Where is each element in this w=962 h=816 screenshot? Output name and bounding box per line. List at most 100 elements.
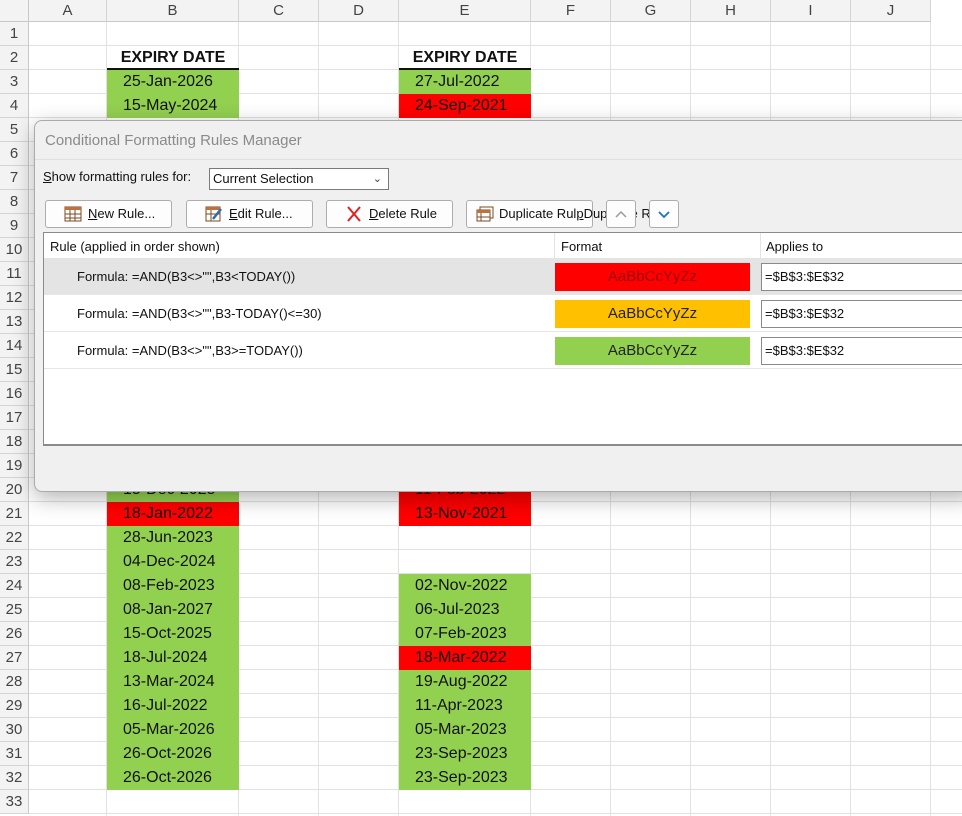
date-cell-b28[interactable]: 13-Mar-2024: [107, 670, 239, 694]
row-header-26[interactable]: 26: [0, 622, 29, 646]
date-cell-e27[interactable]: 18-Mar-2022: [399, 646, 531, 670]
date-cell-b31[interactable]: 26-Oct-2026: [107, 742, 239, 766]
column-divider[interactable]: [554, 233, 555, 259]
duplicate-rule-button[interactable]: Duplicate RulpDuplicate Rule: [466, 200, 668, 228]
row-header-15[interactable]: 15: [0, 358, 29, 382]
row-header-8[interactable]: 8: [0, 190, 29, 214]
applies-to-field[interactable]: =$B$3:$E$32: [761, 263, 962, 291]
move-down-button[interactable]: [649, 200, 679, 228]
column-header-c[interactable]: C: [239, 0, 319, 22]
date-cell-e25[interactable]: 06-Jul-2023: [399, 598, 531, 622]
row-header-10[interactable]: 10: [0, 238, 29, 262]
row-header-29[interactable]: 29: [0, 694, 29, 718]
column-header-a[interactable]: A: [29, 0, 107, 22]
show-rules-dropdown[interactable]: Current Selection ⌄: [209, 168, 389, 190]
format-preview: AaBbCcYyZz: [555, 263, 750, 291]
row-header-9[interactable]: 9: [0, 214, 29, 238]
column-header-h[interactable]: H: [691, 0, 771, 22]
row-header-3[interactable]: 3: [0, 70, 29, 94]
column-header-f[interactable]: F: [531, 0, 611, 22]
date-cell-b24[interactable]: 08-Feb-2023: [107, 574, 239, 598]
edit-rule-button[interactable]: Edit Rule...: [186, 200, 313, 228]
date-cell-b30[interactable]: 05-Mar-2026: [107, 718, 239, 742]
select-all-corner[interactable]: [0, 0, 29, 22]
row-header-16[interactable]: 16: [0, 382, 29, 406]
date-cell-e21[interactable]: 13-Nov-2021: [399, 502, 531, 526]
format-preview: AaBbCcYyZz: [555, 337, 750, 365]
title-divider: [35, 159, 962, 160]
row-header-18[interactable]: 18: [0, 430, 29, 454]
date-cell-b4[interactable]: 15-May-2024: [107, 94, 239, 118]
column-header-g[interactable]: G: [611, 0, 691, 22]
new-rule-icon: [64, 206, 82, 222]
applies-to-field[interactable]: =$B$3:$E$32: [761, 300, 962, 328]
column-header-b[interactable]: B: [107, 0, 239, 22]
applies-to-field[interactable]: =$B$3:$E$32: [761, 337, 962, 365]
date-cell-e4[interactable]: 24-Sep-2021: [399, 94, 531, 118]
row-header-22[interactable]: 22: [0, 526, 29, 550]
column-header-j[interactable]: J: [851, 0, 931, 22]
row-header-31[interactable]: 31: [0, 742, 29, 766]
row-header-21[interactable]: 21: [0, 502, 29, 526]
column-header-e[interactable]: E: [399, 0, 531, 22]
rule-row[interactable]: Formula: =AND(B3<>"",B3>=TODAY()) AaBbCcY…: [44, 333, 962, 369]
date-cell-e24[interactable]: 02-Nov-2022: [399, 574, 531, 598]
row-header-25[interactable]: 25: [0, 598, 29, 622]
grid-line: [29, 813, 962, 814]
rule-row[interactable]: Formula: =AND(B3<>"",B3<TODAY()) AaBbCcYy…: [44, 259, 962, 295]
row-header-5[interactable]: 5: [0, 118, 29, 142]
date-cell-e29[interactable]: 11-Apr-2023: [399, 694, 531, 718]
row-header-32[interactable]: 32: [0, 766, 29, 790]
new-rule-button[interactable]: New Rule...: [45, 200, 172, 228]
date-cell-b25[interactable]: 08-Jan-2027: [107, 598, 239, 622]
column-b-header-cell[interactable]: EXPIRY DATE: [107, 46, 239, 70]
row-header-33[interactable]: 33: [0, 790, 29, 814]
row-header-27[interactable]: 27: [0, 646, 29, 670]
row-header-24[interactable]: 24: [0, 574, 29, 598]
row-header-7[interactable]: 7: [0, 166, 29, 190]
delete-rule-button[interactable]: Delete Rule: [326, 200, 453, 228]
grid-line: [29, 45, 962, 46]
row-header-12[interactable]: 12: [0, 286, 29, 310]
move-up-button[interactable]: [606, 200, 636, 228]
row-header-1[interactable]: 1: [0, 22, 29, 46]
column-header-d[interactable]: D: [319, 0, 399, 22]
date-cell-b32[interactable]: 26-Oct-2026: [107, 766, 239, 790]
date-cell-b27[interactable]: 18-Jul-2024: [107, 646, 239, 670]
date-cell-e32[interactable]: 23-Sep-2023: [399, 766, 531, 790]
row-header-17[interactable]: 17: [0, 406, 29, 430]
row-header-28[interactable]: 28: [0, 670, 29, 694]
date-cell-b22[interactable]: 28-Jun-2023: [107, 526, 239, 550]
date-cell-e30[interactable]: 05-Mar-2023: [399, 718, 531, 742]
date-cell-e3[interactable]: 27-Jul-2022: [399, 70, 531, 94]
date-cell-e23[interactable]: [399, 550, 531, 574]
date-cell-e26[interactable]: 07-Feb-2023: [399, 622, 531, 646]
row-header-6[interactable]: 6: [0, 142, 29, 166]
rule-formula: Formula: =AND(B3<>"",B3-TODAY()<=30): [77, 306, 322, 321]
date-cell-e22[interactable]: [399, 526, 531, 550]
rules-manager-dialog: Conditional Formatting Rules Manager Sho…: [34, 120, 962, 492]
rule-row[interactable]: Formula: =AND(B3<>"",B3-TODAY()<=30) AaBb…: [44, 296, 962, 332]
date-cell-b21[interactable]: 18-Jan-2022: [107, 502, 239, 526]
row-header-13[interactable]: 13: [0, 310, 29, 334]
row-header-19[interactable]: 19: [0, 454, 29, 478]
row-header-23[interactable]: 23: [0, 550, 29, 574]
column-divider[interactable]: [760, 233, 761, 259]
delete-rule-label: Delete Rule: [369, 206, 437, 221]
date-cell-b26[interactable]: 15-Oct-2025: [107, 622, 239, 646]
format-preview: AaBbCcYyZz: [555, 300, 750, 328]
row-header-11[interactable]: 11: [0, 262, 29, 286]
row-header-2[interactable]: 2: [0, 46, 29, 70]
date-cell-e28[interactable]: 19-Aug-2022: [399, 670, 531, 694]
column-header-i[interactable]: I: [771, 0, 851, 22]
chevron-up-icon: [615, 210, 627, 218]
row-header-14[interactable]: 14: [0, 334, 29, 358]
row-header-20[interactable]: 20: [0, 478, 29, 502]
date-cell-e31[interactable]: 23-Sep-2023: [399, 742, 531, 766]
date-cell-b23[interactable]: 04-Dec-2024: [107, 550, 239, 574]
row-header-4[interactable]: 4: [0, 94, 29, 118]
date-cell-b29[interactable]: 16-Jul-2022: [107, 694, 239, 718]
row-header-30[interactable]: 30: [0, 718, 29, 742]
column-e-header-cell[interactable]: EXPIRY DATE: [399, 46, 531, 70]
date-cell-b3[interactable]: 25-Jan-2026: [107, 70, 239, 94]
